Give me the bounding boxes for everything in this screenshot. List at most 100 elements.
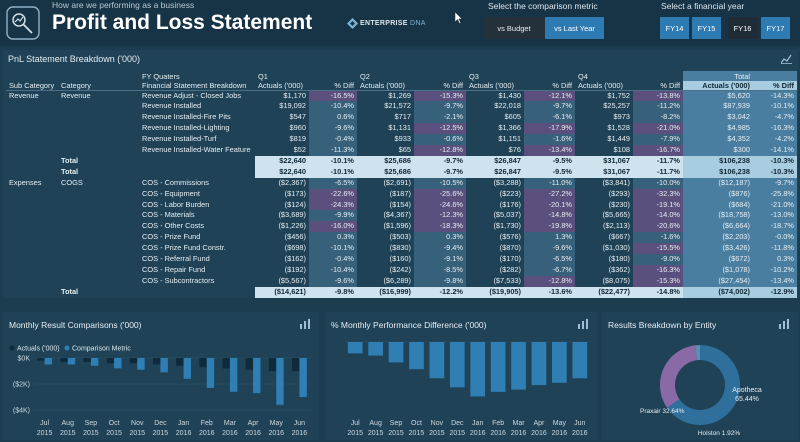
table-row[interactable]: COS - Materials ($3,689) -9.9% ($4,367) -12.… [6, 210, 797, 222]
bar-performance[interactable] [490, 342, 506, 392]
bar-performance[interactable] [470, 342, 486, 397]
bar-actuals[interactable] [60, 358, 68, 362]
bar-performance[interactable] [409, 342, 424, 370]
q1-header[interactable]: Q1 [258, 71, 268, 81]
vs-budget-button[interactable]: vs Budget [483, 17, 545, 39]
vs-last-year-button[interactable]: vs Last Year [545, 17, 604, 39]
pnl-table-body: Revenue Revenue Revenue Adjust - Closed Jo… [6, 90, 797, 298]
q4-header[interactable]: Q4 [578, 71, 588, 81]
table-row[interactable]: COS - Subcontractors ($5,567) -9.6% ($6,289… [6, 275, 797, 287]
table-row[interactable]: COS - Other Costs ($1,226) -16.0% ($1,596) -… [6, 221, 797, 233]
bar-comparison[interactable] [229, 358, 238, 392]
fy-quarters-header[interactable]: FY Quaters [142, 71, 180, 81]
table-row[interactable]: Revenue Revenue Revenue Adjust - Closed Jo… [6, 90, 797, 102]
bar-actuals[interactable] [129, 358, 138, 364]
year-fy16-button[interactable]: FY16 [728, 17, 757, 39]
table-row[interactable]: Revenue Installed-Turf $819 -0.4% $933 -0.6%… [6, 134, 797, 146]
bar-performance[interactable] [347, 342, 363, 354]
actuals-cell: ($154) [389, 199, 411, 209]
bar-comparison[interactable] [299, 358, 307, 397]
bar-comparison[interactable] [90, 358, 99, 366]
total-header[interactable]: Total [683, 71, 753, 81]
bar-performance[interactable] [572, 342, 588, 379]
y-tick-label: ($4K) [13, 408, 30, 415]
diff-header[interactable]: % Diff [524, 80, 575, 91]
bar-comparison[interactable] [206, 358, 215, 388]
actuals-header[interactable]: Actuals ('000) [357, 80, 414, 91]
diff-cell: -16.3% [753, 123, 797, 135]
chart-type-icon[interactable] [577, 319, 589, 329]
bar-actuals[interactable] [106, 358, 115, 364]
x-tick-label: 2015 [409, 430, 425, 437]
breakdown-cell [139, 166, 255, 178]
table-row[interactable]: Revenue Installed-Lighting $960 -9.6% $1,13… [6, 123, 797, 135]
total-actuals-header[interactable]: Actuals ('000) [683, 80, 753, 91]
bar-comparison[interactable] [137, 358, 145, 370]
actuals-cell: $106,238 [683, 155, 753, 167]
actuals-header[interactable]: Actuals ('000) [466, 80, 524, 91]
table-row[interactable]: Revenue Installed $19,092 -10.4% $21,572 -9.… [6, 101, 797, 113]
bar-performance[interactable] [388, 342, 404, 363]
donut-slice-praxair[interactable] [660, 345, 697, 408]
diff-cell: -17.9% [524, 123, 575, 135]
table-row[interactable]: COS - Prize Fund Constr. ($698) -10.1% ($83… [6, 243, 797, 255]
chart-type-icon[interactable] [781, 54, 792, 64]
bar-comparison[interactable] [253, 358, 261, 394]
bar-actuals[interactable] [153, 358, 161, 365]
comparison-metric-label: Select the comparison metric [488, 1, 598, 11]
table-total-row[interactable]: Total $22,640 -10.1% $25,686 -9.7% $26,847 -9.… [6, 166, 797, 178]
bar-comparison[interactable] [183, 358, 191, 379]
bar-performance[interactable] [531, 342, 547, 386]
total-diff-header[interactable]: % Diff [753, 80, 797, 91]
bar-performance[interactable] [552, 342, 567, 383]
table-row[interactable]: Revenue Installed-Fire Pits $547 0.6% $717-… [6, 112, 797, 124]
breakdown-header[interactable]: Financial Statement Breakdown [139, 80, 255, 91]
table-row[interactable]: COS - Equipment ($173) -22.6% ($187) -25.6% (… [6, 188, 797, 200]
q3-header[interactable]: Q3 [469, 71, 479, 81]
actuals-cell: $1,131 [388, 123, 411, 133]
bar-comparison[interactable] [276, 358, 284, 405]
table-row[interactable]: COS - Referral Fund ($162) -0.4% ($160) -9.1… [6, 254, 797, 265]
bar-actuals[interactable] [268, 358, 277, 371]
bar-comparison[interactable] [160, 358, 168, 373]
bar-actuals[interactable] [83, 358, 91, 362]
diff-header[interactable]: % Diff [414, 80, 466, 91]
actuals-header[interactable]: Actuals ('000) [575, 80, 633, 91]
sub-category-cell [6, 123, 58, 134]
table-total-row[interactable]: Total ($14,621) -9.8% ($16,999) -12.2% ($19,9… [6, 286, 797, 298]
donut-slice-apotheca[interactable] [667, 345, 740, 425]
bar-performance[interactable] [429, 342, 445, 379]
table-total-row[interactable]: Total $22,640 -10.1% $25,686 -9.7% $26,847 -9.… [6, 155, 797, 167]
bar-comparison[interactable] [114, 358, 122, 369]
bar-actuals[interactable] [37, 358, 45, 361]
bar-actuals[interactable] [245, 358, 254, 370]
sub-category-header[interactable]: Sub Category [6, 80, 58, 91]
table-row[interactable]: Revenue Installed-Water Feature $52 -11.3%… [6, 145, 797, 156]
bar-performance[interactable] [449, 342, 465, 388]
table-row[interactable]: Expenses COGS COS - Commissions ($2,367) -6.… [6, 177, 797, 189]
category-header[interactable]: Category [58, 80, 139, 91]
year-fy14-button[interactable]: FY14 [660, 17, 689, 39]
diff-header[interactable]: % Diff [309, 80, 357, 91]
bar-comparison[interactable] [67, 358, 76, 365]
table-row[interactable]: COS - Labor Burden ($124) -24.3% ($154) -24.… [6, 199, 797, 211]
bar-performance[interactable] [511, 342, 526, 390]
bar-actuals[interactable] [199, 358, 207, 368]
bar-actuals[interactable] [222, 358, 230, 369]
bar-performance[interactable] [368, 342, 383, 356]
bar-comparison[interactable] [44, 358, 52, 365]
actuals-cell: ($672) [683, 254, 753, 265]
q2-header[interactable]: Q2 [360, 71, 370, 81]
y-tick-label: $0K [18, 356, 31, 363]
chart-type-icon[interactable] [299, 319, 311, 329]
year-fy15-button[interactable]: FY15 [692, 17, 721, 39]
bar-actuals[interactable] [292, 358, 300, 371]
year-fy17-button[interactable]: FY17 [761, 17, 790, 39]
diff-header[interactable]: % Diff [633, 80, 683, 91]
actuals-header[interactable]: Actuals ('000) [255, 80, 309, 91]
donut-slice-holston[interactable] [695, 345, 700, 361]
chart-type-icon[interactable] [778, 319, 790, 329]
table-row[interactable]: COS - Prize Fund ($456) 0.3% ($503) 0.3% ($57… [6, 232, 797, 244]
table-row[interactable]: COS - Repair Fund ($192) -10.4% ($242) -8.5%… [6, 265, 797, 276]
bar-actuals[interactable] [176, 358, 184, 366]
